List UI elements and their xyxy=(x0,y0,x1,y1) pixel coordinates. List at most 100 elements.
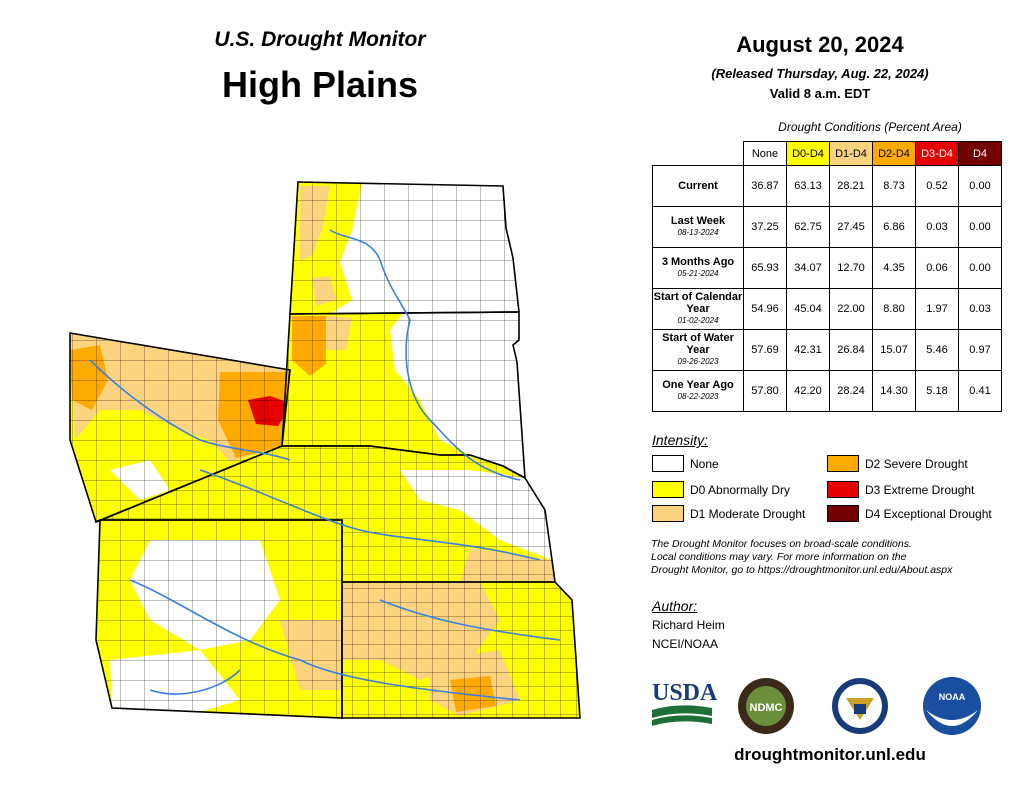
cell-d0-d4: 63.13 xyxy=(786,165,830,207)
cell-none: 36.87 xyxy=(743,165,787,207)
table-row: One Year Ago 08-22-2023 57.80 42.20 28.24… xyxy=(652,370,1002,412)
state-north-dakota xyxy=(290,182,519,314)
map-title: High Plains xyxy=(221,64,419,105)
legend-swatch xyxy=(827,505,859,522)
legend-item-d4: D4 Exceptional Drought xyxy=(827,505,992,522)
state-borders xyxy=(69,181,581,719)
legend-swatch xyxy=(652,455,684,472)
table-row: Start of Water Year 09-26-2023 57.69 42.3… xyxy=(652,329,1002,371)
cell-d4: 0.00 xyxy=(958,247,1002,289)
cell-d4: 0.00 xyxy=(958,206,1002,248)
cell-d2-d4: 14.30 xyxy=(872,370,916,412)
row-label: Start of Water Year 09-26-2023 xyxy=(652,329,744,371)
drought-map xyxy=(69,181,581,719)
column-d4: D4 xyxy=(958,141,1002,166)
cell-d0-d4: 62.75 xyxy=(786,206,830,248)
cell-d4: 0.41 xyxy=(958,370,1002,412)
cell-d0-d4: 45.04 xyxy=(786,288,830,330)
cell-d3-d4: 5.46 xyxy=(915,329,959,371)
table-row: Current 36.87 63.13 28.21 8.73 0.52 0.00 xyxy=(652,165,1002,207)
cell-d4: 0.00 xyxy=(958,165,1002,207)
drought-stats-table: None D0-D4 D1-D4 D2-D4 D3-D4 D4 Current … xyxy=(652,141,1002,412)
table-row: Start of Calendar Year 01-02-2024 54.96 4… xyxy=(652,288,1002,330)
usda-logo: USDA xyxy=(652,680,718,726)
legend-swatch xyxy=(827,455,859,472)
column-d3-d4: D3-D4 xyxy=(915,141,959,166)
legend-item-d1: D1 Moderate Drought xyxy=(652,505,805,522)
cell-d2-d4: 8.73 xyxy=(872,165,916,207)
legend-item-d2: D2 Severe Drought xyxy=(827,455,968,472)
table-caption: Drought Conditions (Percent Area) xyxy=(778,120,962,134)
cell-d1-d4: 27.45 xyxy=(829,206,873,248)
legend-swatch xyxy=(827,481,859,498)
table-corner xyxy=(653,142,744,166)
cell-d3-d4: 0.03 xyxy=(915,206,959,248)
cell-d2-d4: 8.80 xyxy=(872,288,916,330)
cell-none: 57.69 xyxy=(743,329,787,371)
cell-d0-d4: 42.20 xyxy=(786,370,830,412)
cell-d2-d4: 6.86 xyxy=(872,206,916,248)
rivers xyxy=(89,229,561,701)
legend-label: D1 Moderate Drought xyxy=(690,506,806,521)
ndmc-logo-text: NDMC xyxy=(750,702,783,714)
legend-label: D4 Exceptional Drought xyxy=(865,506,992,521)
map-subtitle: U.S. Drought Monitor xyxy=(214,28,426,51)
cell-d2-d4: 15.07 xyxy=(872,329,916,371)
state-kansas xyxy=(342,582,580,718)
table-row: 3 Months Ago 05-21-2024 65.93 34.07 12.70… xyxy=(652,247,1002,289)
legend-swatch xyxy=(652,481,684,498)
table-header-row: None D0-D4 D1-D4 D2-D4 D3-D4 D4 xyxy=(653,141,1002,166)
partner-logos: USDA NDMC NOAA xyxy=(652,677,981,735)
note-line: Drought Monitor, go to https://droughtmo… xyxy=(651,564,953,576)
legend-label: None xyxy=(690,456,719,471)
cell-d2-d4: 4.35 xyxy=(872,247,916,289)
usda-logo-text: USDA xyxy=(652,680,718,706)
cell-d1-d4: 28.21 xyxy=(829,165,873,207)
row-label: Last Week 08-13-2024 xyxy=(652,206,744,248)
cell-d0-d4: 42.31 xyxy=(786,329,830,371)
cell-d3-d4: 0.06 xyxy=(915,247,959,289)
cell-none: 65.93 xyxy=(743,247,787,289)
row-label: 3 Months Ago 05-21-2024 xyxy=(652,247,744,289)
note-line: The Drought Monitor focuses on broad-sca… xyxy=(651,538,912,550)
release-date: (Released Thursday, Aug. 22, 2024) xyxy=(711,66,929,81)
cell-d3-d4: 5.18 xyxy=(915,370,959,412)
cell-d1-d4: 22.00 xyxy=(829,288,873,330)
legend-item-d3: D3 Extreme Drought xyxy=(827,481,974,498)
cell-d3-d4: 1.97 xyxy=(915,288,959,330)
table-row: Last Week 08-13-2024 37.25 62.75 27.45 6.… xyxy=(652,206,1002,248)
cell-d1-d4: 26.84 xyxy=(829,329,873,371)
column-d2-d4: D2-D4 xyxy=(872,141,916,166)
noaa-logo-text: NOAA xyxy=(939,692,966,702)
cell-none: 37.25 xyxy=(743,206,787,248)
cell-d0-d4: 34.07 xyxy=(786,247,830,289)
cell-d3-d4: 0.52 xyxy=(915,165,959,207)
legend-label: D2 Severe Drought xyxy=(865,456,968,471)
row-label: One Year Ago 08-22-2023 xyxy=(652,370,744,412)
commerce-seal-logo xyxy=(832,678,888,734)
note-line: Local conditions may vary. For more info… xyxy=(651,551,907,563)
cell-d4: 0.97 xyxy=(958,329,1002,371)
cell-none: 54.96 xyxy=(743,288,787,330)
valid-time: Valid 8 a.m. EDT xyxy=(769,86,871,101)
cell-none: 57.80 xyxy=(743,370,787,412)
noaa-logo: NOAA xyxy=(923,677,981,735)
ndmc-logo: NDMC xyxy=(738,678,794,734)
map-date: August 20, 2024 xyxy=(736,32,904,57)
legend-title: Intensity: xyxy=(652,432,709,448)
column-d1-d4: D1-D4 xyxy=(829,141,873,166)
legend-item-none: None xyxy=(652,455,719,472)
row-label: Start of Calendar Year 01-02-2024 xyxy=(652,288,744,330)
row-label: Current xyxy=(652,165,744,207)
legend-swatch xyxy=(652,505,684,522)
author-heading: Author: xyxy=(652,598,698,614)
column-none: None xyxy=(743,141,787,166)
legend-label: D3 Extreme Drought xyxy=(865,482,975,497)
footer-url[interactable]: droughtmonitor.unl.edu xyxy=(734,745,926,764)
author-name: Richard Heim xyxy=(652,618,725,632)
legend-item-d0: D0 Abnormally Dry xyxy=(652,481,790,498)
cell-d4: 0.03 xyxy=(958,288,1002,330)
legend-label: D0 Abnormally Dry xyxy=(690,482,791,497)
disclaimer-note: The Drought Monitor focuses on broad-sca… xyxy=(651,538,1011,577)
cell-d1-d4: 28.24 xyxy=(829,370,873,412)
